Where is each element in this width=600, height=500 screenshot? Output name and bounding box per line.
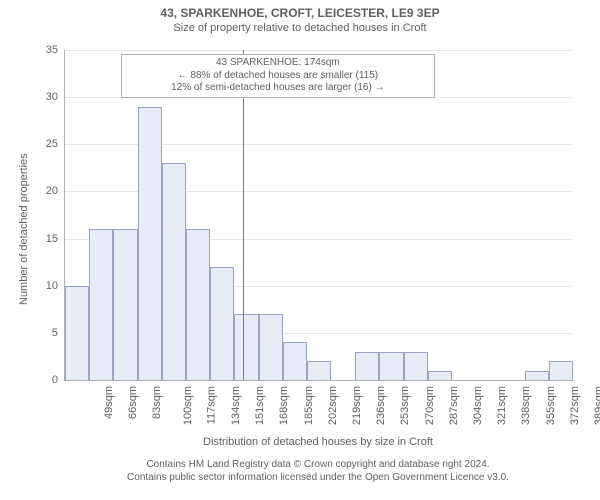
x-tick-label: 270sqm [424,386,436,425]
x-tick-label: 321sqm [496,386,508,425]
x-tick-label: 355sqm [545,386,557,425]
histogram-bar [404,352,428,380]
x-tick-label: 49sqm [103,386,115,419]
histogram-bar [65,286,89,380]
x-tick-label: 151sqm [254,386,266,425]
histogram-bar [355,352,379,380]
histogram-bar [162,163,186,380]
attribution-line: Contains public sector information licen… [64,471,572,484]
x-tick-label: 372sqm [569,386,581,425]
x-tick-label: 389sqm [593,386,600,425]
y-tick-label: 25 [0,138,58,150]
chart-container: 43, SPARKENHOE, CROFT, LEICESTER, LE9 3E… [0,0,600,500]
x-tick-label: 100sqm [182,386,194,425]
histogram-bar [186,229,210,380]
x-tick-label: 134sqm [230,386,242,425]
reference-line [243,50,244,380]
y-tick-label: 30 [0,91,58,103]
x-tick-label: 338sqm [520,386,532,425]
y-tick-label: 5 [0,327,58,339]
x-tick-label: 202sqm [327,386,339,425]
y-tick-label: 10 [0,280,58,292]
histogram-bar [428,371,452,380]
x-tick-label: 287sqm [448,386,460,425]
x-tick-label: 185sqm [303,386,315,425]
x-tick-label: 236sqm [375,386,387,425]
histogram-bar [525,371,549,380]
histogram-bar [138,107,162,380]
histogram-bar [379,352,403,380]
y-tick-label: 15 [0,233,58,245]
y-tick-label: 35 [0,44,58,56]
histogram-bar [283,342,307,380]
annotation-line: 12% of semi-detached houses are larger (… [128,82,428,95]
histogram-bar [210,267,234,380]
x-tick-label: 219sqm [351,386,363,425]
chart-subtitle: Size of property relative to detached ho… [0,20,600,34]
y-tick-label: 20 [0,185,58,197]
y-tick-label: 0 [0,374,58,386]
attribution-text: Contains HM Land Registry data © Crown c… [64,458,572,484]
histogram-bar [113,229,137,380]
histogram-bar [89,229,113,380]
attribution-line: Contains HM Land Registry data © Crown c… [64,458,572,471]
histogram-bar [307,361,331,380]
annotation-box: 43 SPARKENHOE: 174sqm← 88% of detached h… [121,54,435,98]
gridline [65,50,573,51]
plot-area: 43 SPARKENHOE: 174sqm← 88% of detached h… [64,50,573,381]
chart-title: 43, SPARKENHOE, CROFT, LEICESTER, LE9 3E… [0,0,600,20]
x-tick-label: 83sqm [152,386,164,419]
annotation-line: ← 88% of detached houses are smaller (11… [128,70,428,83]
annotation-line: 43 SPARKENHOE: 174sqm [128,57,428,70]
histogram-bar [549,361,573,380]
x-tick-label: 168sqm [279,386,291,425]
x-tick-label: 253sqm [400,386,412,425]
x-tick-label: 304sqm [472,386,484,425]
x-tick-label: 117sqm [205,386,217,424]
x-tick-label: 66sqm [127,386,139,419]
x-axis-label: Distribution of detached houses by size … [64,436,572,448]
histogram-bar [234,314,258,380]
histogram-bar [259,314,283,380]
